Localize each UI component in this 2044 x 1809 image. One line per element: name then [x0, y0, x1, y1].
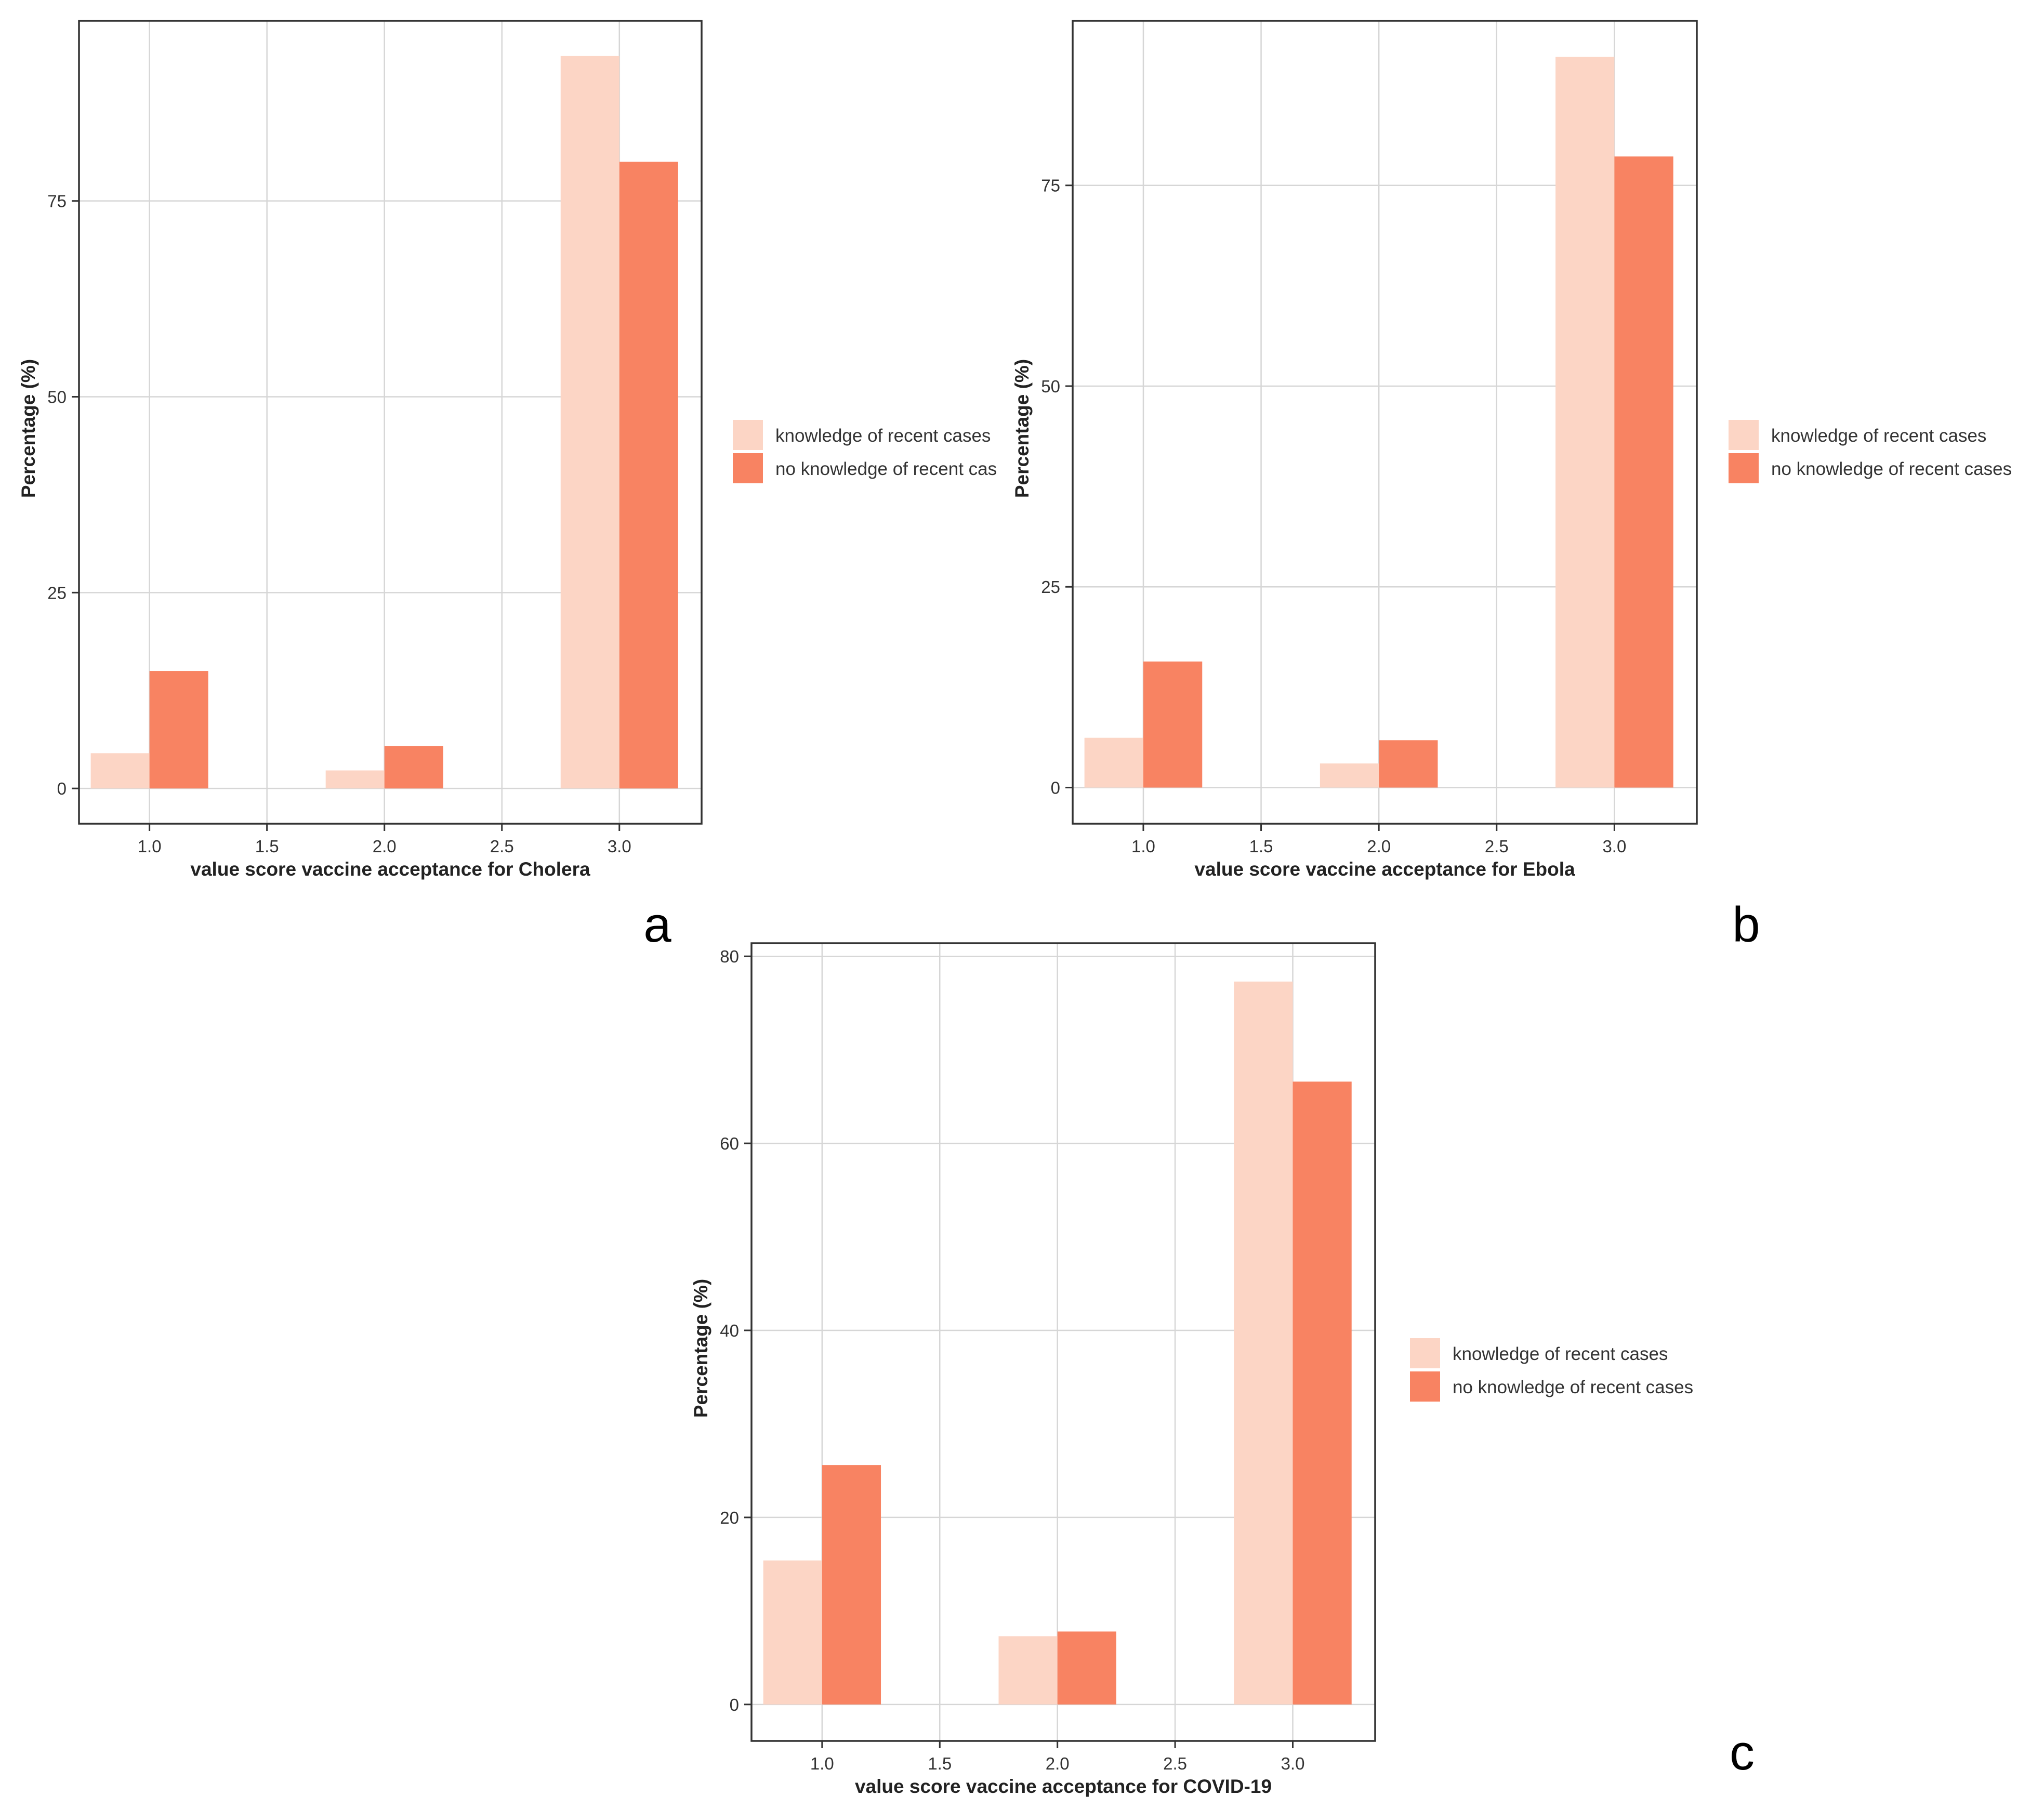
bar-no-knowledge-2.0	[1057, 1631, 1116, 1705]
bar-knowledge-2.0	[325, 770, 385, 789]
legend-label: knowledge of recent cases	[1453, 1344, 1668, 1364]
x-tick-label: 3.0	[608, 837, 631, 856]
legend-label: knowledge of recent cases	[775, 426, 991, 446]
x-tick-label: 1.5	[1249, 837, 1273, 856]
legend-swatch-no-knowledge	[1410, 1371, 1440, 1402]
y-axis-title: Percentage (%)	[1011, 359, 1033, 498]
panel-border	[78, 20, 703, 825]
x-tick-label: 2.0	[373, 837, 397, 856]
y-tick-label: 0	[1051, 778, 1060, 797]
y-tick-label: 25	[1041, 577, 1060, 597]
bar-knowledge-2.0	[998, 1636, 1058, 1705]
legend-label: knowledge of recent cases	[1771, 426, 1986, 446]
bar-knowledge-3.0	[560, 56, 619, 789]
y-tick-label: 20	[720, 1508, 739, 1527]
bar-no-knowledge-2.0	[384, 746, 443, 789]
bar-knowledge-1.0	[763, 1560, 822, 1705]
bar-no-knowledge-1.0	[149, 671, 208, 789]
legend-swatch-no-knowledge	[1729, 453, 1759, 483]
panel-letter: b	[1732, 897, 1760, 953]
chart-panel-a: 1.0 1.5 2.0 2.5 3.0 0 25 50 75 value score vaccin…	[18, 20, 997, 953]
x-tick-label: 2.0	[1367, 837, 1391, 856]
x-axis-title: value score vaccine acceptance for Chole…	[190, 859, 590, 880]
x-tick-label: 1.0	[138, 837, 162, 856]
x-axis-title: value score vaccine acceptance for Ebola	[1194, 859, 1575, 880]
y-tick-label: 80	[720, 947, 739, 966]
chart-panel-b: 1.0 1.5 2.0 2.5 3.0 0 25 50 75 value score vaccin…	[1011, 20, 2012, 953]
x-tick-label: 2.5	[490, 837, 514, 856]
y-tick-label: 75	[47, 192, 67, 211]
y-axis-title: Percentage (%)	[690, 1279, 711, 1418]
y-tick-label: 0	[730, 1695, 739, 1714]
legend-label: no knowledge of recent cases	[1771, 459, 2012, 479]
chart-panel-c: 1.0 1.5 2.0 2.5 3.0 0 20 40 60 80 value score vacc…	[690, 942, 1755, 1797]
y-tick-label: 75	[1041, 176, 1060, 195]
bar-no-knowledge-2.0	[1379, 740, 1438, 788]
x-tick-label: 2.5	[1485, 837, 1509, 856]
y-tick-label: 50	[1041, 377, 1060, 396]
bar-knowledge-1.0	[90, 753, 150, 789]
bar-knowledge-3.0	[1234, 981, 1293, 1705]
x-tick-label: 1.5	[928, 1754, 952, 1773]
y-tick-label: 0	[57, 779, 67, 798]
bar-no-knowledge-3.0	[1293, 1081, 1352, 1705]
panel-letter: c	[1730, 1725, 1755, 1780]
legend: knowledge of recent cases no knowledge of…	[733, 420, 997, 483]
legend-swatch-knowledge	[733, 420, 763, 450]
x-axis-title: value score vaccine acceptance for COVID…	[855, 1776, 1272, 1797]
y-tick-label: 40	[720, 1321, 739, 1340]
panel-letter: a	[643, 897, 671, 953]
y-tick-label: 25	[47, 583, 67, 602]
x-tick-label: 2.5	[1163, 1754, 1187, 1773]
legend: knowledge of recent cases no knowledge of…	[1729, 420, 2012, 483]
bar-no-knowledge-1.0	[1143, 661, 1203, 788]
y-tick-label: 50	[47, 388, 67, 407]
legend-label: no knowledge of recent cas	[775, 459, 997, 479]
panel-border	[1072, 20, 1698, 825]
bar-no-knowledge-3.0	[619, 162, 678, 789]
legend-swatch-knowledge	[1410, 1338, 1440, 1368]
charts-layer: 1.0 1.5 2.0 2.5 3.0 0 25 50 75 value score vaccin…	[18, 20, 2012, 1797]
bar-knowledge-2.0	[1320, 763, 1379, 788]
legend-label: no knowledge of recent cases	[1453, 1377, 1693, 1397]
panel-border	[750, 942, 1376, 1742]
bar-no-knowledge-3.0	[1614, 156, 1673, 788]
x-tick-label: 1.0	[1131, 837, 1155, 856]
x-tick-label: 2.0	[1046, 1754, 1070, 1773]
x-tick-label: 3.0	[1281, 1754, 1305, 1773]
x-tick-label: 1.0	[810, 1754, 834, 1773]
y-tick-label: 60	[720, 1134, 739, 1153]
legend: knowledge of recent cases no knowledge of…	[1410, 1338, 1693, 1402]
bar-knowledge-3.0	[1555, 57, 1615, 788]
x-tick-label: 1.5	[255, 837, 279, 856]
y-axis-title: Percentage (%)	[18, 359, 39, 498]
legend-swatch-knowledge	[1729, 420, 1759, 450]
bar-knowledge-1.0	[1084, 737, 1143, 788]
x-tick-label: 3.0	[1602, 837, 1626, 856]
legend-swatch-no-knowledge	[733, 453, 763, 483]
bar-no-knowledge-1.0	[822, 1465, 881, 1705]
